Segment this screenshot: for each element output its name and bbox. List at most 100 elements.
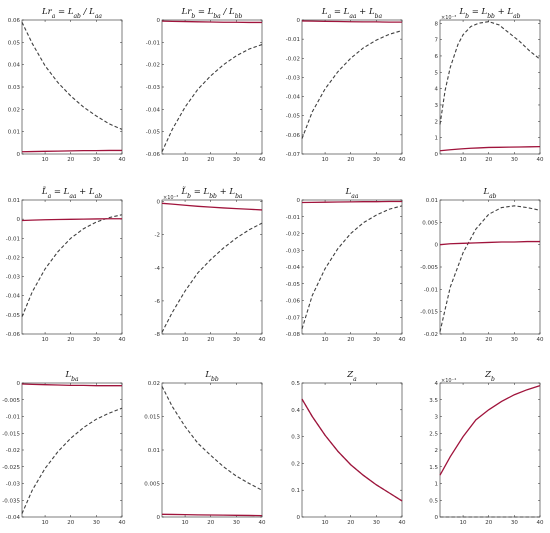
- axes-box: [439, 19, 541, 155]
- y-tick-label: 2: [435, 448, 439, 454]
- x-tick-label: 20: [207, 337, 214, 343]
- subplot-title: L̃a = Laa + Lab: [41, 185, 102, 199]
- y-tick-label: -0.02: [146, 63, 160, 69]
- y-tick-label: 6: [435, 54, 439, 60]
- y-tick-label: -0.04: [6, 515, 21, 521]
- x-tick-label: 30: [373, 520, 380, 526]
- axes-box: [21, 199, 123, 335]
- y-tick-label: -0.02: [286, 232, 300, 238]
- subplot-title: Lrb = Lba / Lbb: [181, 7, 243, 20]
- axis-exponent-label: ×10⁻⁴: [441, 378, 456, 384]
- y-tick-label: 0: [157, 200, 161, 206]
- y-tick-label: 7: [435, 38, 439, 44]
- solid-series-line: [439, 385, 541, 476]
- solid-series-line: [21, 218, 122, 222]
- y-tick-label: -0.05: [286, 282, 301, 288]
- y-tick-label: 0.05: [8, 40, 21, 46]
- y-tick-label: -0.05: [146, 130, 161, 136]
- x-tick-label: 20: [485, 157, 492, 163]
- y-tick-label: -0.03: [6, 275, 21, 281]
- y-tick-label: 0: [297, 198, 301, 204]
- x-tick-label: 10: [182, 157, 189, 163]
- x-tick-label: 20: [67, 337, 74, 343]
- y-tick-label: 0.4: [291, 408, 300, 414]
- y-tick-label: 3: [435, 103, 439, 109]
- x-tick-label: 40: [399, 337, 406, 343]
- dashed-series-line: [301, 205, 403, 330]
- y-tick-label: 5: [435, 70, 439, 76]
- y-tick-label: 0.1: [291, 488, 300, 494]
- y-tick-label: -0.01: [286, 215, 300, 221]
- y-tick-label: 0: [17, 381, 21, 387]
- y-tick-label: -0.06: [286, 133, 301, 139]
- subplot-title: La = Laa + Lba: [321, 7, 383, 20]
- y-tick-label: -0.025: [2, 465, 20, 471]
- y-tick-label: -0.015: [420, 310, 438, 316]
- y-tick-label: 0.01: [8, 198, 20, 204]
- y-tick-label: -0.01: [146, 40, 160, 46]
- subplot-11: Za 0 0.1 0.2 0.3 0.4 0.5 10 20 30 40: [291, 370, 406, 526]
- subplot-title: Za: [346, 370, 357, 383]
- dashed-series-line: [161, 222, 263, 333]
- x-tick-label: 10: [460, 337, 467, 343]
- subplot-1: Lra = Lab / Laa 0 0.01 0.02 0.03 0.04 0.05 0.06…: [8, 7, 126, 163]
- x-tick-label: 10: [42, 157, 49, 163]
- subplot-12: Zb ×10⁻⁴ 0 0.5 1 1.5 2 2.5 3 3.5 4 10 20 30 40: [429, 370, 544, 526]
- y-tick-label: -0.005: [420, 265, 438, 271]
- y-tick-label: 0.03: [8, 85, 21, 91]
- x-tick-label: 20: [347, 157, 354, 163]
- x-tick-label: 10: [460, 157, 467, 163]
- x-tick-label: 10: [182, 337, 189, 343]
- dashed-series-line: [161, 386, 263, 491]
- y-tick-label: 0.01: [8, 130, 20, 136]
- axis-exponent-label: ×10⁻³: [163, 195, 178, 201]
- axes-box: [161, 199, 263, 335]
- y-tick-label: -0.06: [286, 299, 301, 305]
- y-tick-label: 0: [435, 152, 439, 158]
- x-tick-label: 20: [67, 157, 74, 163]
- y-tick-label: -0.06: [146, 152, 161, 158]
- solid-series-line: [161, 202, 263, 211]
- x-tick-label: 40: [259, 337, 266, 343]
- dashed-series-line: [301, 398, 403, 502]
- y-tick-label: -8: [155, 332, 161, 338]
- y-tick-label: 0: [435, 515, 439, 521]
- dashed-series-line: [439, 205, 541, 332]
- y-tick-label: 1: [435, 136, 439, 142]
- x-tick-label: 30: [511, 157, 518, 163]
- axes-box: [301, 19, 403, 155]
- x-tick-label: 40: [259, 520, 266, 526]
- y-tick-label: 0: [297, 18, 301, 24]
- x-tick-label: 30: [233, 520, 240, 526]
- y-tick-label: -0.08: [286, 332, 301, 338]
- axes-box: [439, 199, 541, 335]
- axes-box: [161, 382, 263, 518]
- subplot-10: Lbb 0 0.005 0.01 0.015 0.02 10 20 30 40: [144, 370, 266, 526]
- x-tick-label: 10: [42, 337, 49, 343]
- dashed-series-line: [161, 44, 263, 152]
- axes-box: [301, 382, 403, 518]
- solid-series-line: [21, 383, 122, 387]
- x-tick-label: 30: [373, 157, 380, 163]
- subplot-title: Zb: [484, 370, 495, 383]
- y-tick-label: 0.01: [426, 198, 438, 204]
- x-tick-label: 20: [485, 520, 492, 526]
- subplot-6: L̃b = Lbb + Lba×10⁻³ -8 -6 -4 -2 0 10 20 30 40: [155, 185, 266, 343]
- subplot-title: L̃b = Lbb + Lba: [181, 185, 243, 199]
- x-tick-label: 20: [67, 520, 74, 526]
- y-tick-label: 1: [435, 482, 439, 488]
- x-tick-label: 40: [537, 337, 544, 343]
- y-tick-label: 0.005: [144, 482, 160, 488]
- solid-series-line: [301, 398, 403, 502]
- x-tick-label: 40: [119, 520, 126, 526]
- solid-series-line: [301, 200, 402, 204]
- y-tick-label: 0.2: [291, 461, 300, 467]
- x-tick-label: 30: [93, 337, 100, 343]
- x-tick-label: 40: [119, 157, 126, 163]
- y-tick-label: 0: [157, 18, 161, 24]
- solid-series-line: [21, 149, 122, 153]
- y-tick-label: -0.03: [6, 482, 21, 488]
- dashed-series-line: [21, 214, 123, 317]
- x-tick-label: 30: [93, 520, 100, 526]
- subplot-3: La = Laa + Lba -0.07 -0.06 -0.05 -0.04 -0.03 -…: [286, 7, 406, 163]
